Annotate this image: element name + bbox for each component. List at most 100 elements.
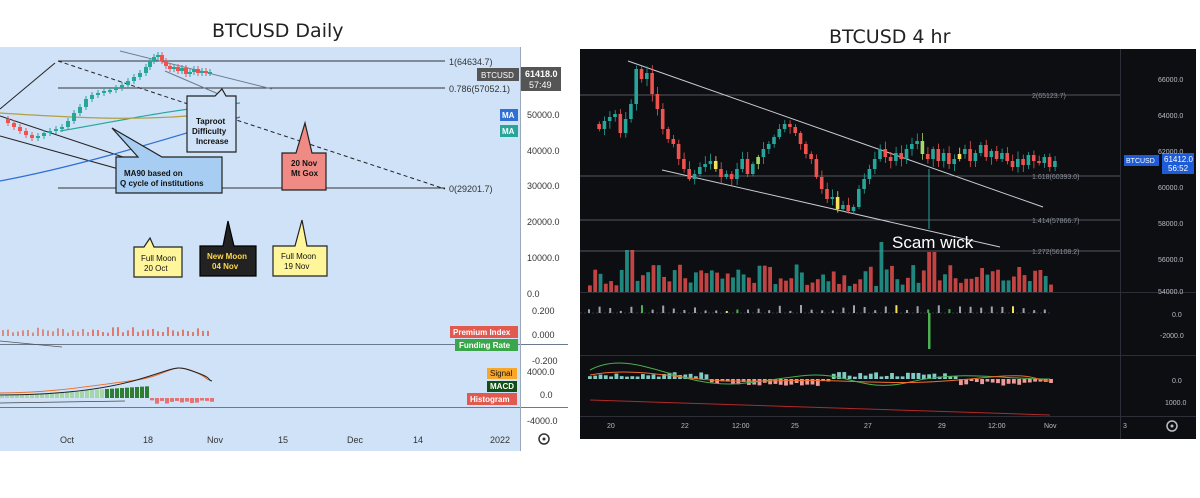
volume-bar <box>1033 270 1037 292</box>
right-macd-bar <box>932 373 937 379</box>
right-candle-body <box>1021 159 1025 165</box>
left-ytick: 50000.0 <box>527 110 560 120</box>
funding-bar <box>117 327 119 336</box>
legend-funding-rate <box>455 339 518 351</box>
right-macd-bar <box>619 376 624 379</box>
callout-mtgox-line2: Mt Gox <box>291 169 319 178</box>
macd-hist-bar <box>75 391 79 398</box>
left-macd-bars <box>0 386 214 404</box>
right-macd-bar <box>1022 379 1027 383</box>
macd-hist-bar <box>95 389 99 398</box>
left-candle-body <box>54 129 58 131</box>
right-price-badge <box>1162 153 1194 174</box>
callout-newmoon-line1: New Moon <box>207 252 247 261</box>
funding-bar <box>12 332 14 336</box>
right-candle-body <box>756 157 760 164</box>
volume-bar <box>635 280 640 292</box>
indicator-bar <box>990 306 993 313</box>
volume-bar <box>948 265 953 292</box>
callout-fullmoon-nov-line1: Full Moon <box>281 252 316 261</box>
callout-fullmoon-nov-line2: 19 Nov <box>284 262 309 271</box>
right-candle-body <box>867 169 872 179</box>
left-candle-body <box>164 61 168 66</box>
right-candle-body <box>666 129 670 139</box>
right-candle-body <box>623 119 628 133</box>
indicator-bar <box>598 306 601 313</box>
volume-bar <box>980 268 984 292</box>
indicator-bar <box>980 307 983 313</box>
legend-macd <box>487 381 517 392</box>
left-candle-body <box>192 69 196 72</box>
right-settings-icon[interactable] <box>1166 420 1178 432</box>
right-macd-bar <box>810 379 815 385</box>
left-candle-body <box>176 67 180 71</box>
right-macd-bar <box>625 376 629 379</box>
left-candle-body <box>208 72 212 74</box>
funding-bar <box>37 327 39 336</box>
right-macd-bar <box>747 379 751 385</box>
right-candle-body <box>994 151 999 159</box>
right-macd-bar <box>614 373 619 379</box>
funding-bar <box>167 327 169 336</box>
right-candle-body <box>761 149 766 157</box>
funding-bar <box>202 330 204 336</box>
indicator-bar <box>768 310 771 313</box>
funding-bar <box>187 331 189 336</box>
funding-bar <box>82 328 84 336</box>
right-candle-body <box>645 73 649 79</box>
macd-hist-bar <box>70 391 74 398</box>
macd-hist-bar <box>125 387 129 398</box>
volume-bar <box>1012 276 1016 292</box>
right-candle-body <box>915 141 919 144</box>
right-macd-bar <box>588 376 592 379</box>
volume-bar <box>831 271 836 292</box>
volume-bar <box>720 278 725 292</box>
left-chart-title: BTCUSD Daily <box>212 20 344 42</box>
indicator-bar <box>747 309 749 313</box>
volume-bar <box>715 272 719 292</box>
left-candle-body <box>152 57 156 61</box>
volume-bar <box>794 264 799 292</box>
macd-hist-bar <box>45 393 49 398</box>
left-xtick: Oct <box>60 435 75 445</box>
volume-bar <box>853 283 857 292</box>
left-candle-body <box>30 135 34 138</box>
right-candle-body <box>819 177 824 189</box>
right-candle-body <box>788 124 792 127</box>
volume-bar <box>784 280 788 292</box>
ma-badge-2-label: MA <box>502 127 515 136</box>
macd-hist-bar <box>210 398 214 402</box>
scam-wick-annotation: Scam wick <box>892 233 974 252</box>
right-macd-bar <box>916 372 921 379</box>
volume-bar <box>773 284 778 292</box>
right-fib-label-1272: 1.272(56108.2) <box>1032 249 1079 256</box>
right-candle-body <box>698 167 702 174</box>
volume-bar <box>641 275 645 292</box>
left-macd-tick: 4000.0 <box>527 367 555 377</box>
right-ytick: 64000.0 <box>1158 113 1183 120</box>
macd-hist-bar <box>120 388 124 398</box>
right-xtick: 3 <box>1123 423 1127 430</box>
left-candle-body <box>78 107 82 113</box>
volume-bar <box>672 270 677 292</box>
callout-taproot-line1: Taproot <box>196 117 226 126</box>
right-macd-bar <box>598 374 603 379</box>
left-xtick: 2022 <box>490 435 510 445</box>
right-candle-body <box>629 104 633 119</box>
volume-bar <box>598 273 603 292</box>
left-candle-body <box>6 119 10 123</box>
right-candle-body <box>766 144 771 149</box>
right-candle-body <box>634 69 638 104</box>
indicator-bar <box>1001 306 1004 313</box>
macd-hist-bar <box>10 395 14 398</box>
left-settings-icon[interactable] <box>538 433 550 445</box>
right-macd-bar <box>672 372 677 379</box>
right-ytick: 56000.0 <box>1158 257 1183 264</box>
right-candle-body <box>650 73 654 94</box>
right-macd-bar <box>768 379 772 385</box>
right-trendlines <box>627 60 1044 248</box>
indicator-bar <box>927 309 930 313</box>
right-xtick: Nov <box>1044 423 1057 430</box>
volume-bar <box>778 278 783 292</box>
right-macd-bar <box>921 374 926 379</box>
